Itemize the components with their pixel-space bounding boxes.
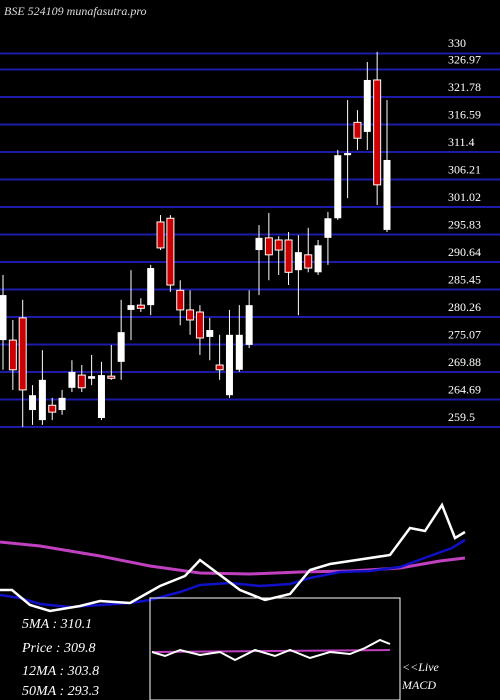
macd-line — [151, 638, 391, 662]
candle-body — [314, 245, 322, 273]
y-tick-label: 275.07 — [448, 327, 481, 341]
candle-body — [294, 252, 302, 271]
y-tick-label: 326.97 — [448, 52, 481, 66]
candle-body — [334, 155, 342, 219]
candle-body — [245, 305, 253, 345]
y-tick-label: 269.88 — [448, 355, 481, 369]
y-tick-label: 330 — [448, 36, 466, 50]
candle-body — [147, 268, 155, 306]
y-tick-label: 295.83 — [448, 217, 481, 231]
candle-body — [68, 371, 76, 388]
candle-body — [136, 304, 145, 309]
indicator-label: 50MA : 293.3 — [22, 684, 99, 699]
candle-body — [215, 364, 224, 371]
candle-body — [373, 79, 382, 186]
candle-body — [58, 397, 66, 411]
y-tick-label: 264.69 — [448, 382, 481, 396]
candle-body — [107, 375, 116, 379]
candle-body — [383, 159, 391, 230]
candle-body — [166, 217, 175, 286]
y-tick-label: 290.64 — [448, 245, 481, 259]
candle-body — [117, 332, 125, 362]
candle-body — [324, 218, 332, 238]
candle-body — [77, 374, 86, 389]
ma-line-50 — [0, 540, 466, 576]
y-tick-label: 306.21 — [448, 162, 481, 176]
candle-body — [97, 375, 105, 418]
candle-body — [48, 404, 57, 413]
candle-body — [284, 239, 293, 273]
indicator-label: 12MA : 303.8 — [22, 664, 99, 679]
indicator-label: 5MA : 310.1 — [22, 617, 92, 632]
y-tick-label: 301.02 — [448, 190, 481, 204]
candle-body — [255, 237, 263, 251]
candle-body — [206, 330, 214, 337]
candle-body — [156, 221, 165, 249]
candle-body — [88, 376, 96, 379]
candle-body — [235, 334, 243, 370]
candle-body — [18, 317, 27, 391]
y-tick-label: 321.78 — [448, 80, 481, 94]
candle-body — [0, 295, 7, 341]
ma-line-5 — [0, 502, 466, 613]
chart-title: BSE 524109 munafasutra.pro — [4, 4, 147, 18]
candle-body — [38, 379, 46, 421]
macd-signal — [151, 649, 391, 653]
y-tick-label: 316.59 — [448, 107, 481, 121]
candle-body — [186, 309, 195, 321]
candle-body — [29, 395, 37, 411]
y-tick-label: 259.5 — [448, 410, 475, 424]
candle-body — [353, 121, 362, 139]
candle-body — [363, 79, 371, 132]
candle-body — [176, 289, 185, 311]
candle-body — [274, 239, 283, 251]
candle-body — [225, 334, 233, 396]
y-tick-label: 280.26 — [448, 300, 481, 314]
candle-body — [344, 153, 352, 156]
candle-body — [8, 339, 17, 371]
macd-label: <<Live — [402, 660, 440, 674]
y-tick-label: 285.45 — [448, 272, 481, 286]
y-tick-label: 311.4 — [448, 135, 475, 149]
ma-panel — [0, 502, 466, 700]
macd-label: MACD — [401, 678, 436, 692]
candle-body — [195, 311, 204, 339]
macd-box — [149, 597, 401, 700]
candle-body — [264, 237, 273, 256]
indicator-label: Price : 309.8 — [21, 641, 95, 656]
candle-body — [304, 254, 313, 269]
candle-body — [127, 305, 135, 310]
